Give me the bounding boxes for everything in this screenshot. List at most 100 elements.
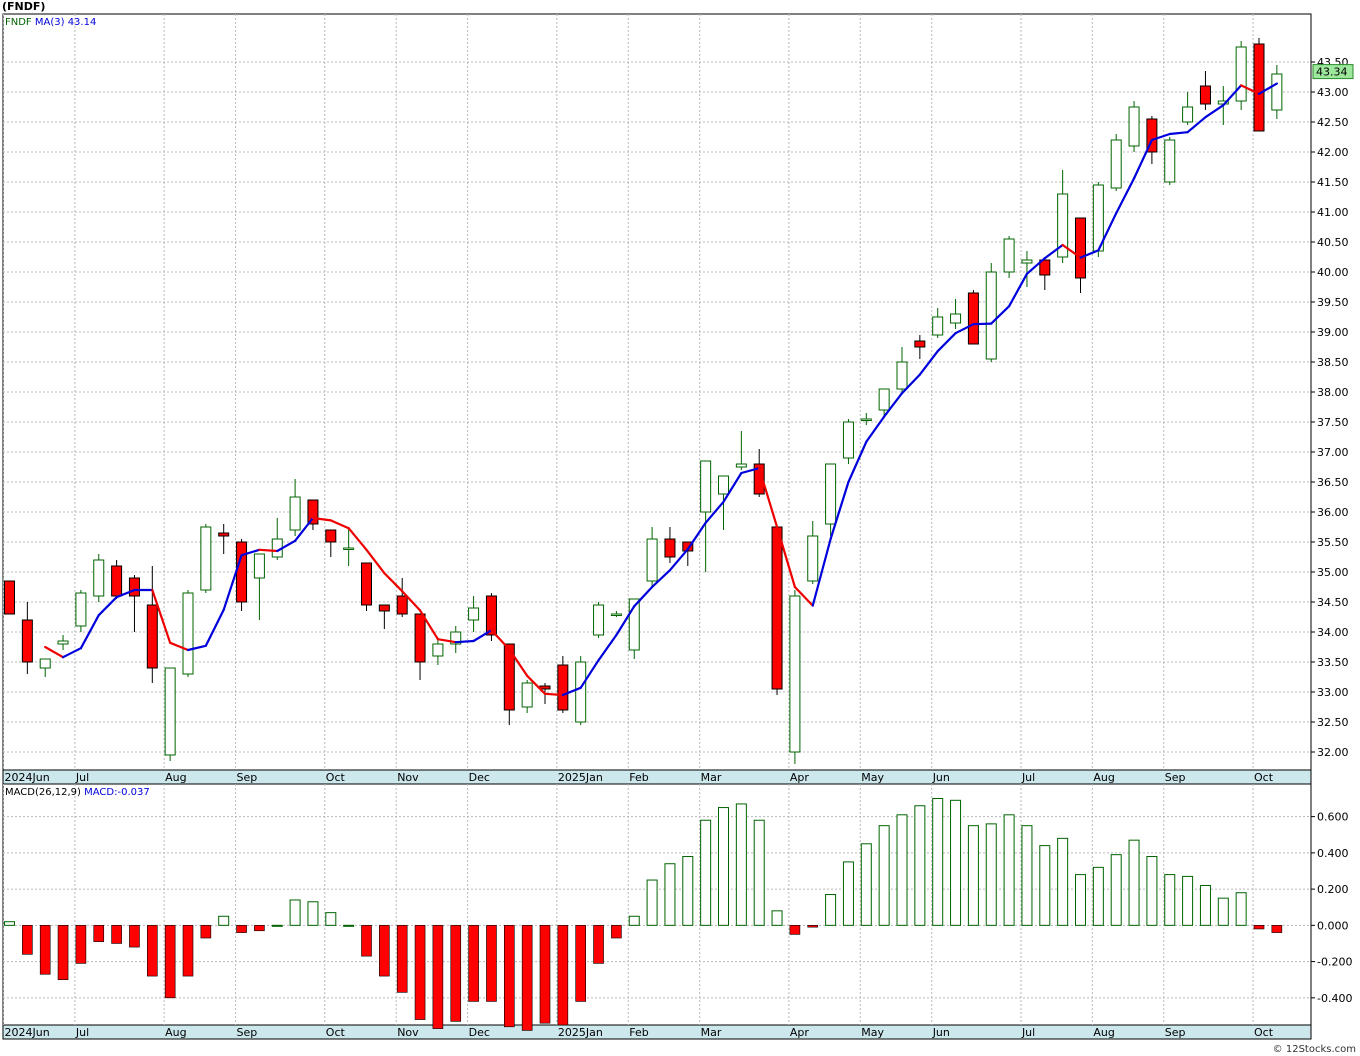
x-tick-label: Dec xyxy=(469,771,490,784)
macd-bar xyxy=(933,798,943,925)
macd-bar xyxy=(719,808,729,926)
candle-body xyxy=(254,554,264,578)
candle-body xyxy=(237,542,247,602)
candle-body xyxy=(790,596,800,752)
candle-body xyxy=(201,527,211,590)
macd-bar xyxy=(129,925,139,947)
x-tick-label: Mar xyxy=(701,771,722,784)
macd-bar xyxy=(540,925,550,1023)
macd-bar xyxy=(379,925,389,976)
x-tick-label: Jun xyxy=(932,771,950,784)
macd-bar xyxy=(1165,875,1175,926)
candle-body xyxy=(469,608,479,620)
x-tick-label: Jul xyxy=(75,771,89,784)
macd-bar xyxy=(94,925,104,941)
legend-symbol: FNDF xyxy=(5,17,35,28)
macd-bar xyxy=(968,826,978,926)
candle-body xyxy=(5,581,15,614)
y-tick-label: 40.50 xyxy=(1317,236,1349,249)
candle-body xyxy=(1076,218,1086,278)
candle-body xyxy=(933,317,943,335)
candle-body xyxy=(522,683,532,707)
y-tick-label: 34.00 xyxy=(1317,626,1349,639)
macd-bar xyxy=(790,925,800,934)
candle-body xyxy=(308,500,318,524)
x-tick-label: Oct xyxy=(1254,771,1274,784)
macd-bar xyxy=(290,900,300,925)
candle-body xyxy=(22,620,32,662)
candle-body xyxy=(165,668,175,755)
candle-body xyxy=(861,419,871,421)
x-tick-label: Sep xyxy=(237,771,258,784)
candle-body xyxy=(326,530,336,542)
x-tick-label: 2025Jan xyxy=(558,771,603,784)
macd-x-tick-label: May xyxy=(861,1026,884,1039)
y-tick-label: 43.00 xyxy=(1317,86,1349,99)
candle-body xyxy=(594,605,604,635)
candle-body xyxy=(290,497,300,530)
candle-body xyxy=(433,644,443,656)
macd-x-tick-label: Feb xyxy=(629,1026,648,1039)
macd-bar xyxy=(826,895,836,926)
candle-body xyxy=(147,605,157,668)
candle-body xyxy=(986,272,996,359)
candle-body xyxy=(879,389,889,410)
macd-x-tick-label: 2025Jan xyxy=(558,1026,603,1039)
macd-bar xyxy=(254,925,264,930)
macd-x-tick-label: Aug xyxy=(1093,1026,1114,1039)
candle-body xyxy=(1129,107,1139,146)
legend-ma-label: MA(3) xyxy=(35,17,68,28)
macd-bar xyxy=(772,911,782,925)
macd-x-tick-label: Oct xyxy=(326,1026,346,1039)
macd-bar xyxy=(1058,838,1068,925)
candle-body xyxy=(951,314,961,323)
macd-y-tick-label: -0.200 xyxy=(1317,956,1352,969)
x-tick-label: Aug xyxy=(1093,771,1114,784)
y-tick-label: 32.00 xyxy=(1317,746,1349,759)
macd-bar xyxy=(879,826,889,926)
macd-x-tick-label: Sep xyxy=(237,1026,258,1039)
candle-body xyxy=(1272,74,1282,110)
macd-x-tick-label: Jul xyxy=(75,1026,89,1039)
macd-bar xyxy=(183,925,193,976)
macd-y-tick-label: 0.200 xyxy=(1317,883,1349,896)
y-tick-label: 38.00 xyxy=(1317,386,1349,399)
candle-body xyxy=(611,614,621,616)
macd-bar xyxy=(594,925,604,963)
x-tick-label: 2024Jun xyxy=(5,771,50,784)
candle-body xyxy=(736,464,746,467)
x-tick-label: May xyxy=(861,771,884,784)
macd-bar xyxy=(469,925,479,1001)
x-tick-label: Aug xyxy=(165,771,186,784)
macd-y-tick-label: 0.400 xyxy=(1317,847,1349,860)
macd-bar xyxy=(201,925,211,938)
macd-bar xyxy=(22,925,32,954)
macd-bar xyxy=(629,916,639,925)
macd-bar xyxy=(40,925,50,974)
candle-body xyxy=(719,476,729,494)
candle-body xyxy=(772,527,782,689)
macd-legend: MACD(26,12,9) MACD:-0.037 xyxy=(5,787,150,798)
candle-body xyxy=(362,563,372,605)
macd-y-tick-label: 0.600 xyxy=(1317,811,1349,824)
y-tick-label: 40.00 xyxy=(1317,266,1349,279)
macd-x-tick-label: Sep xyxy=(1165,1026,1186,1039)
macd-bar xyxy=(1200,885,1210,925)
candle-body xyxy=(808,536,818,581)
macd-bar xyxy=(611,925,621,938)
ma3-line-segment xyxy=(973,324,991,325)
macd-bar xyxy=(112,925,122,943)
macd-x-tick-label: Jul xyxy=(1021,1026,1035,1039)
y-tick-label: 38.50 xyxy=(1317,356,1349,369)
candle-body xyxy=(397,596,407,614)
y-tick-label: 35.00 xyxy=(1317,566,1349,579)
macd-bar xyxy=(915,806,925,926)
candle-body xyxy=(843,422,853,458)
macd-bar xyxy=(754,820,764,925)
candle-body xyxy=(58,641,68,644)
ma3-line-segment xyxy=(259,550,277,551)
macd-bar xyxy=(522,925,532,1030)
candle-body xyxy=(344,548,354,550)
macd-bar xyxy=(1111,855,1121,926)
macd-bar xyxy=(272,925,282,926)
